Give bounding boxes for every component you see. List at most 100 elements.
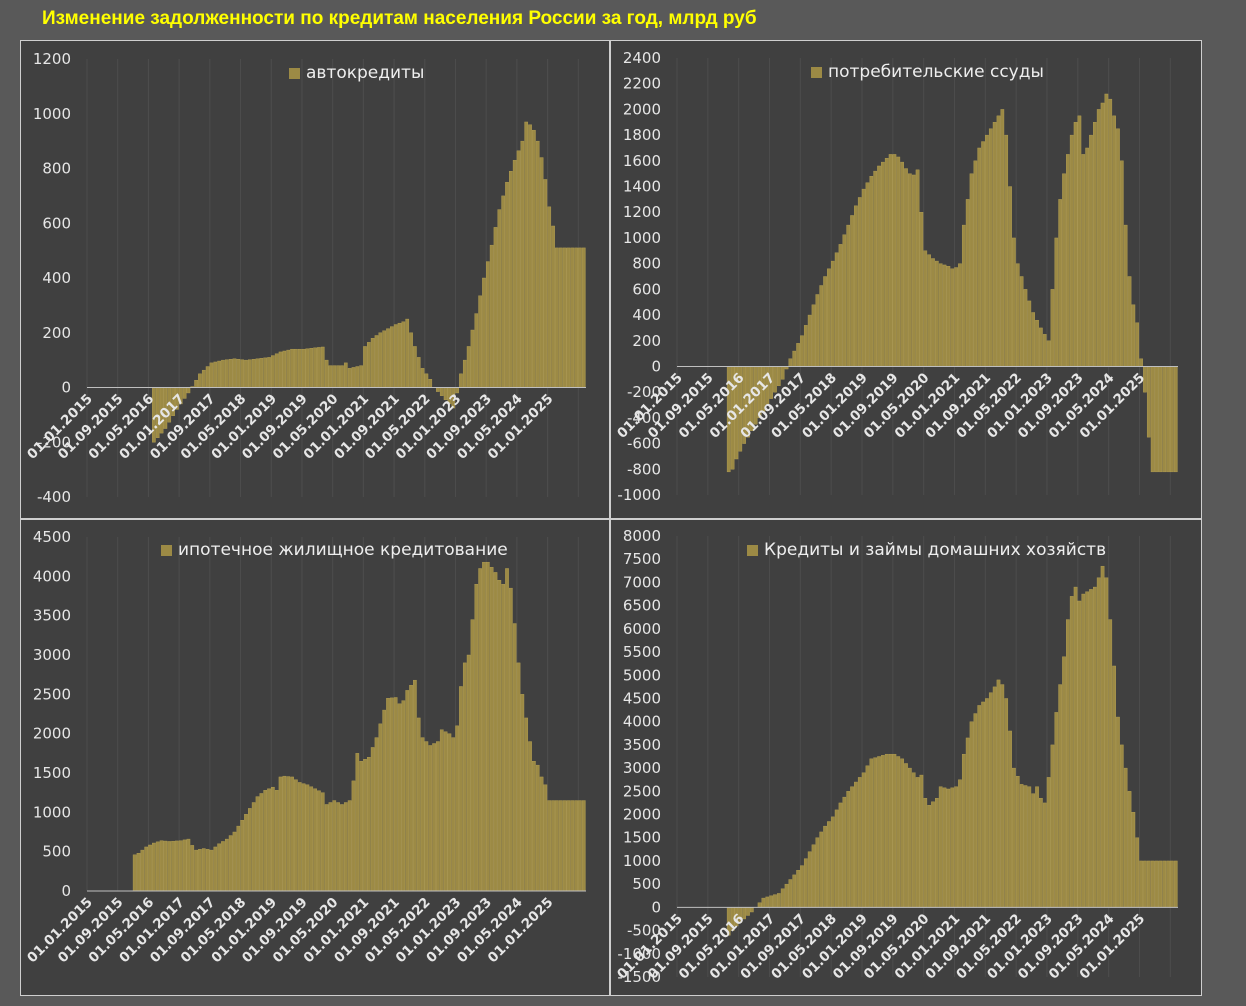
bar [904,168,908,367]
bar [800,335,804,367]
chart-panel-total: -1500 -1000 -500 0 500 1000 1500 2000 2500 3000 35… [610,519,1202,996]
y-tick-label: 5500 [623,643,661,661]
bar [1035,320,1039,367]
bar [155,841,160,892]
bar [516,150,521,388]
bar [1004,134,1009,367]
y-tick-label: 7500 [623,550,661,568]
bar [919,774,924,908]
bar [562,800,567,892]
bar [489,244,494,388]
y-tick-label: -200 [37,433,71,451]
y-tick-label: 800 [42,160,71,178]
bar [558,800,563,892]
bar [1166,860,1170,908]
bar [954,786,958,908]
bar [1042,802,1047,908]
bar [413,679,417,892]
bar [946,788,951,908]
legend-mortgage: ипотечное жилищное кредитование [161,540,508,560]
y-tick-label: 400 [632,306,661,324]
bar [776,893,781,908]
bar [351,780,356,892]
bar [551,225,555,388]
bar [857,197,862,367]
bar [942,787,947,908]
bar [566,800,571,892]
bar [931,258,935,367]
bar [516,662,521,892]
y-tick-label: 1200 [623,203,661,221]
bar [416,717,421,892]
y-tick-label: 1500 [33,764,71,782]
bar [213,361,218,388]
page-title: Изменение задолженности по кредитам насе… [42,8,757,29]
y-tick-label: 5000 [623,666,661,684]
bar [830,816,835,908]
bar [301,348,306,388]
bar [255,358,260,388]
bar [489,567,494,892]
bar [194,849,198,892]
bar [355,753,360,892]
legend-swatch [289,67,300,79]
bar [842,234,847,367]
y-tick-label: 0 [61,379,71,397]
bar [942,264,947,367]
bar [1089,134,1093,367]
bar [493,572,498,892]
bar [1093,122,1097,367]
bar [409,685,413,892]
bar [574,247,578,388]
bar [420,368,425,388]
y-tick-label: -1000 [617,486,661,504]
bar [178,840,183,892]
bar [370,747,375,892]
bar [938,263,943,367]
bar [547,800,552,892]
bar [935,260,939,367]
bar [958,779,962,908]
bar [539,157,544,388]
bar [209,849,214,892]
bar [462,662,467,892]
bar [382,330,386,388]
y-tick-label: 0 [651,357,661,375]
bar [1123,767,1128,908]
bar [1150,860,1155,908]
bar [509,171,513,388]
bar [186,387,191,394]
bar [386,328,390,388]
bar [405,318,410,388]
bar [788,879,793,908]
chart-panel-mortgage: 0 500 1000 1500 2000 2500 3000 3500 4000 4500 01.0… [20,519,610,996]
bar [347,368,352,388]
bar [1096,109,1101,367]
bar [470,329,475,388]
bar [240,820,244,892]
bar [1112,665,1116,908]
bar [807,851,812,908]
bar [524,121,529,388]
bar [455,387,459,394]
bar [1166,366,1170,473]
bar [555,247,559,388]
bar [370,338,375,388]
bar [309,348,314,388]
bar [290,348,294,388]
bar [294,348,298,388]
bar [988,692,993,908]
bar [1042,334,1047,367]
bar [251,359,256,388]
bar [892,154,897,367]
bar [877,756,881,908]
y-tick-label: 1000 [33,105,71,123]
bar [201,369,206,388]
bar [900,161,904,367]
bar [232,358,237,388]
bar [1073,122,1078,367]
bar [397,703,402,892]
bar [873,170,877,367]
bar [827,821,831,908]
y-tick-label: -800 [627,460,661,478]
